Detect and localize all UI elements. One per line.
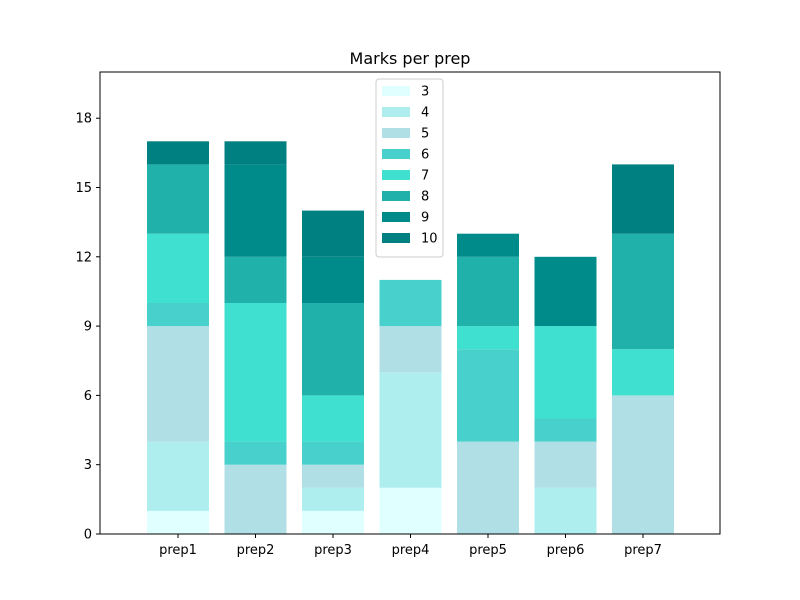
legend-label-10: 10 xyxy=(421,232,438,247)
bar-prep5-series-5 xyxy=(457,441,519,534)
bar-prep3-series-5 xyxy=(302,464,364,488)
bar-prep1-series-5 xyxy=(147,326,209,442)
bar-prep6-series-9 xyxy=(534,256,597,327)
bar-prep4-series-3 xyxy=(379,487,442,534)
x-tick-label-prep5: prep5 xyxy=(469,543,507,558)
legend-swatch-7 xyxy=(382,170,410,180)
bar-prep6-series-5 xyxy=(534,441,597,488)
bar-prep2-series-9 xyxy=(224,164,287,257)
legend-label-3: 3 xyxy=(421,85,429,100)
bar-prep6-series-6 xyxy=(534,418,597,442)
legend-swatch-6 xyxy=(382,149,410,159)
x-axis: prep1 prep2 prep3 prep4 prep5 prep6 prep7 xyxy=(159,534,662,558)
legend-label-8: 8 xyxy=(421,190,429,205)
bar-prep3-series-8 xyxy=(302,303,364,396)
y-tick-label: 18 xyxy=(75,112,92,127)
legend: 3 4 5 6 7 8 9 10 xyxy=(375,78,444,258)
bar-prep2-series-10 xyxy=(224,141,287,165)
y-tick-label: 6 xyxy=(84,389,92,404)
bar-prep7-series-10 xyxy=(612,164,674,234)
bar-prep7-series-5 xyxy=(612,395,674,534)
y-axis: 0 3 6 9 12 15 18 xyxy=(75,112,100,543)
x-tick-label-prep1: prep1 xyxy=(159,543,197,558)
y-tick-label: 9 xyxy=(84,320,92,335)
bar-prep2-series-8 xyxy=(224,256,287,303)
bar-prep5-series-7 xyxy=(457,326,519,350)
bar-prep6-series-4 xyxy=(534,487,597,534)
bar-prep3-series-6 xyxy=(302,441,364,465)
legend-label-4: 4 xyxy=(421,106,429,121)
legend-label-5: 5 xyxy=(421,127,429,142)
bar-prep1-series-6 xyxy=(147,303,209,327)
x-tick-label-prep3: prep3 xyxy=(314,543,352,558)
x-tick-label-prep2: prep2 xyxy=(237,543,275,558)
bar-prep5-series-6 xyxy=(457,349,519,442)
bar-prep1-series-3 xyxy=(147,510,209,534)
y-tick-label: 12 xyxy=(75,250,92,265)
x-tick-label-prep4: prep4 xyxy=(392,543,430,558)
bars-group xyxy=(147,141,674,534)
bar-prep2-series-5 xyxy=(224,464,287,534)
bar-prep2-series-7 xyxy=(224,303,287,442)
bar-prep3-series-9 xyxy=(302,256,364,303)
bar-prep3-series-7 xyxy=(302,395,364,442)
legend-swatch-10 xyxy=(382,233,410,243)
legend-swatch-5 xyxy=(382,128,410,138)
bar-prep3-series-3 xyxy=(302,510,364,534)
bar-prep7-series-7 xyxy=(612,349,674,396)
bar-prep5-series-8 xyxy=(457,256,519,327)
legend-swatch-4 xyxy=(382,107,410,117)
legend-box xyxy=(375,78,444,258)
legend-swatch-9 xyxy=(382,212,410,222)
y-tick-label: 0 xyxy=(84,528,92,543)
bar-prep1-series-8 xyxy=(147,164,209,234)
bar-prep4-series-6 xyxy=(379,279,442,327)
legend-swatch-3 xyxy=(382,86,410,96)
y-tick-label: 3 xyxy=(84,458,92,473)
chart-title: Marks per prep xyxy=(350,49,471,68)
bar-prep6-series-7 xyxy=(534,326,597,419)
bar-prep3-series-4 xyxy=(302,487,364,511)
bar-prep1-series-7 xyxy=(147,233,209,303)
bar-prep4-series-5 xyxy=(379,326,442,373)
bar-prep7-series-8 xyxy=(612,233,674,350)
y-tick-label: 15 xyxy=(75,181,92,196)
legend-label-6: 6 xyxy=(421,148,429,163)
bar-prep3-series-10 xyxy=(302,210,364,257)
legend-swatch-8 xyxy=(382,191,410,201)
legend-label-9: 9 xyxy=(421,211,429,226)
bar-prep4-series-4 xyxy=(379,372,442,488)
bar-prep5-series-9 xyxy=(457,233,519,257)
x-tick-label-prep6: prep6 xyxy=(547,543,585,558)
bar-prep1-series-10 xyxy=(147,141,209,165)
bar-prep1-series-4 xyxy=(147,441,209,511)
bar-prep2-series-6 xyxy=(224,441,287,465)
x-tick-label-prep7: prep7 xyxy=(624,543,662,558)
legend-label-7: 7 xyxy=(421,169,429,184)
